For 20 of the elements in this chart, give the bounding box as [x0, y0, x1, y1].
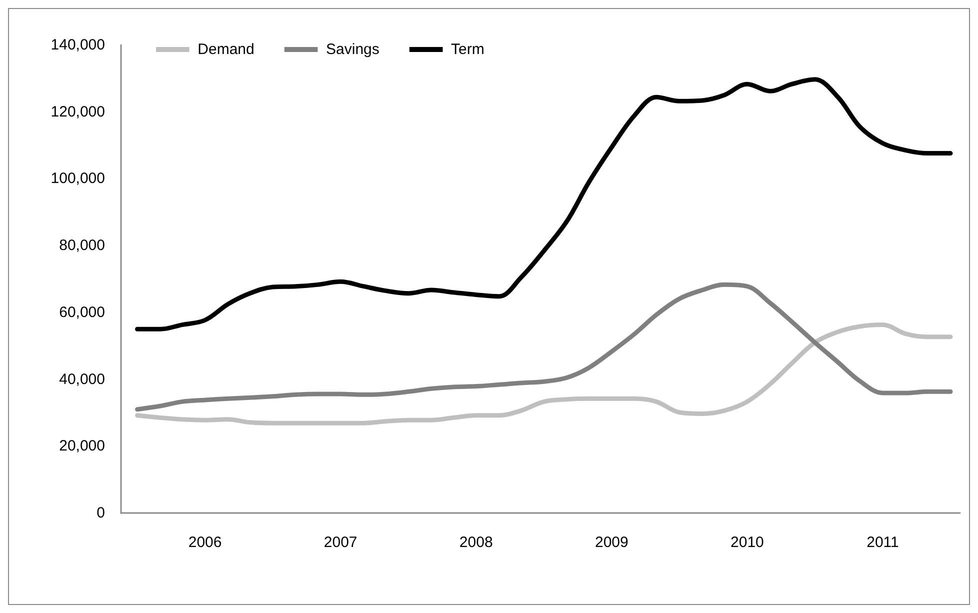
y-tick-label: 140,000: [50, 36, 105, 54]
y-tick-label: 40,000: [59, 370, 105, 388]
x-tick-label: 2008: [459, 534, 493, 551]
line-series: [135, 282, 953, 412]
legend-label: Savings: [326, 41, 380, 58]
y-tick-label: 0: [96, 504, 105, 522]
y-tick-label: 20,000: [59, 438, 105, 455]
y-tick-label: 80,000: [59, 237, 105, 254]
x-tick-label: 2011: [866, 534, 899, 551]
x-tick-label: 2006: [188, 534, 222, 551]
legend-label: Term: [451, 41, 484, 58]
legend-label: Demand: [198, 41, 254, 58]
line-series: [135, 322, 953, 426]
y-tick-label: 60,000: [59, 304, 105, 321]
x-tick-label: 2010: [730, 534, 764, 551]
x-tick-label: 2007: [324, 534, 358, 551]
line-series: [135, 77, 953, 332]
x-tick-label: 2009: [594, 534, 628, 551]
y-tick-label: 100,000: [50, 170, 105, 188]
y-tick-label: 120,000: [50, 103, 105, 120]
